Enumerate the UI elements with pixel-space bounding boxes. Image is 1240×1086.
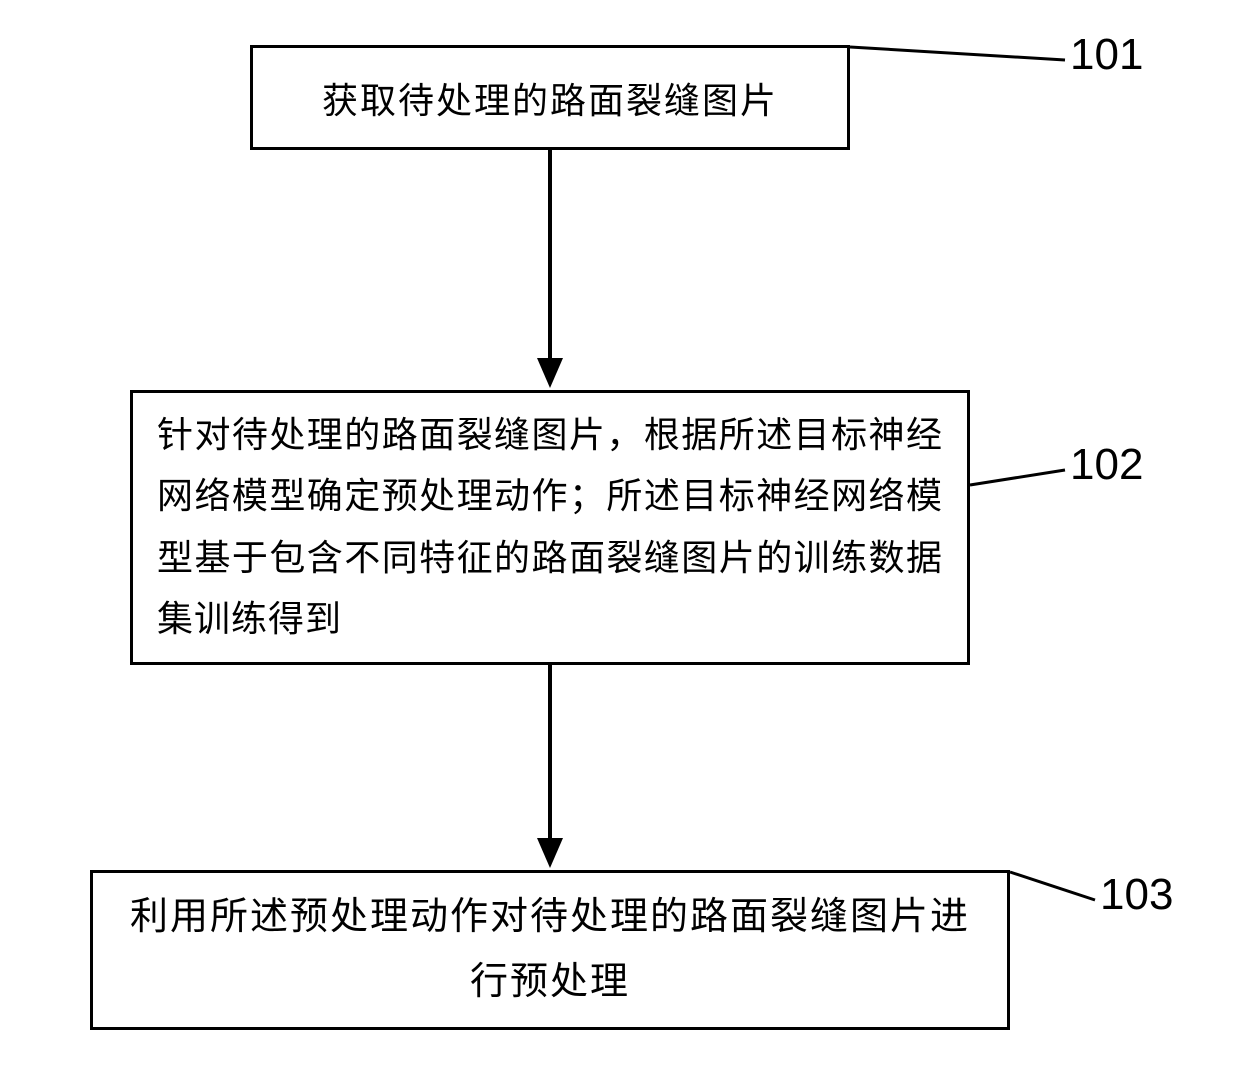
node-2-text: 针对待处理的路面裂缝图片，根据所述目标神经网络模型确定预处理动作；所述目标神经网… — [157, 405, 943, 650]
arrow-2-line — [548, 665, 552, 840]
node-3-text: 利用所述预处理动作对待处理的路面裂缝图片进行预处理 — [117, 885, 983, 1014]
arrow-1-line — [548, 150, 552, 360]
flowchart-node-3: 利用所述预处理动作对待处理的路面裂缝图片进行预处理 — [90, 870, 1010, 1030]
node-2-label: 102 — [1070, 440, 1143, 490]
flowchart-container: 获取待处理的路面裂缝图片 针对待处理的路面裂缝图片，根据所述目标神经网络模型确定… — [0, 0, 1240, 1086]
node-3-label: 103 — [1100, 870, 1173, 920]
flowchart-node-2: 针对待处理的路面裂缝图片，根据所述目标神经网络模型确定预处理动作；所述目标神经网… — [130, 390, 970, 665]
flowchart-node-1: 获取待处理的路面裂缝图片 — [250, 45, 850, 150]
node-1-text: 获取待处理的路面裂缝图片 — [322, 72, 778, 124]
arrow-2-head — [537, 838, 563, 868]
node-1-label: 101 — [1070, 30, 1143, 80]
arrow-1-head — [537, 358, 563, 388]
